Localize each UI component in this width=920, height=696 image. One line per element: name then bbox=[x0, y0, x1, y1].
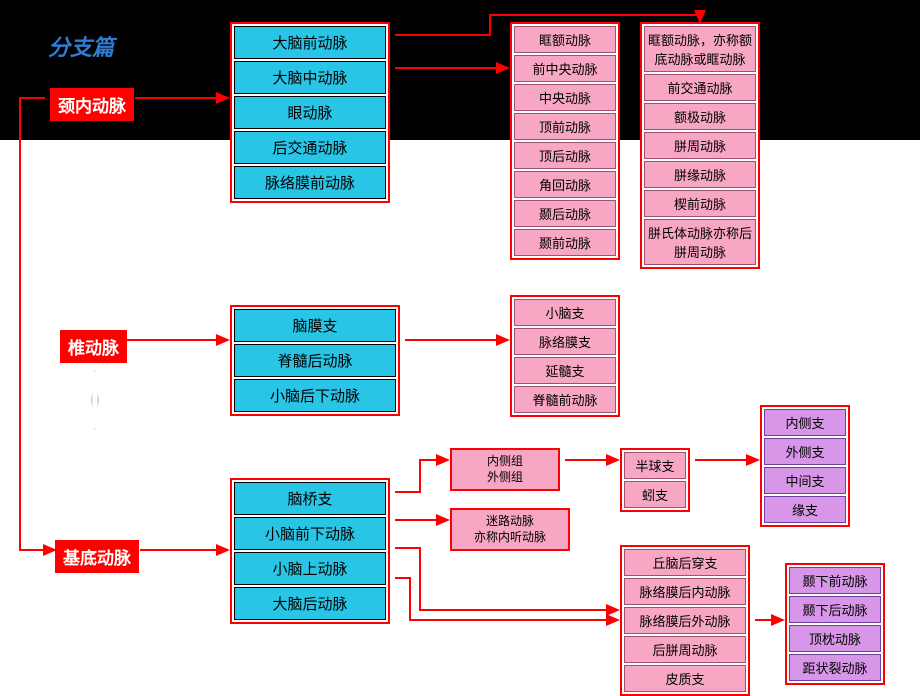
cyan-item: 脑桥支 bbox=[234, 482, 386, 515]
pink-item: 脉络膜后内动脉 bbox=[624, 578, 746, 605]
pink-item: 胼周动脉 bbox=[644, 132, 756, 159]
cyan-item: 小脑后下动脉 bbox=[234, 379, 396, 412]
purple-item: 外侧支 bbox=[764, 438, 846, 465]
pink-group-p5: 丘脑后穿支脉络膜后内动脉脉络膜后外动脉后胼周动脉皮质支 bbox=[620, 545, 750, 696]
purple-group-u1: 内侧支外侧支中间支缘支 bbox=[760, 405, 850, 527]
pink-item: 皮质支 bbox=[624, 665, 746, 692]
pink-item: 眶额动脉 bbox=[514, 26, 616, 53]
pink-item: 中央动脉 bbox=[514, 84, 616, 111]
cyan-group-c1: 大脑前动脉大脑中动脉眼动脉后交通动脉脉络膜前动脉 bbox=[230, 22, 390, 203]
pink-item: 胼氏体动脉亦称后胼周动脉 bbox=[644, 219, 756, 265]
cyan-item: 大脑中动脉 bbox=[234, 61, 386, 94]
pink-item: 前中央动脉 bbox=[514, 55, 616, 82]
cyan-item: 后交通动脉 bbox=[234, 131, 386, 164]
pink-item: 胼缘动脉 bbox=[644, 161, 756, 188]
pink-item: 角回动脉 bbox=[514, 171, 616, 198]
pink-item: 蚓支 bbox=[624, 481, 686, 508]
diagram-title: 分支篇 bbox=[48, 30, 114, 62]
pink-item: 颞后动脉 bbox=[514, 200, 616, 227]
root-r3: 基底动脉 bbox=[55, 540, 139, 573]
pink-item: 顶后动脉 bbox=[514, 142, 616, 169]
cyan-item: 小脑上动脉 bbox=[234, 552, 386, 585]
cyan-item: 脑膜支 bbox=[234, 309, 396, 342]
cyan-group-c2: 脑膜支脊髓后动脉小脑后下动脉 bbox=[230, 305, 400, 416]
root-r2: 椎动脉 bbox=[60, 330, 127, 363]
cyan-item: 脊髓后动脉 bbox=[234, 344, 396, 377]
pink-group-p2: 眶额动脉，亦称额底动脉或眶动脉前交通动脉额极动脉胼周动脉胼缘动脉楔前动脉胼氏体动… bbox=[640, 22, 760, 269]
header-black-band bbox=[0, 0, 920, 140]
pink-cell-s2: 迷路动脉亦称内听动脉 bbox=[450, 508, 570, 551]
pink-group-p1: 眶额动脉前中央动脉中央动脉顶前动脉顶后动脉角回动脉颞后动脉颞前动脉 bbox=[510, 22, 620, 260]
purple-item: 颞下后动脉 bbox=[789, 596, 881, 623]
pink-item: 丘脑后穿支 bbox=[624, 549, 746, 576]
cyan-item: 大脑后动脉 bbox=[234, 587, 386, 620]
pink-item: 半球支 bbox=[624, 452, 686, 479]
purple-item: 颞下前动脉 bbox=[789, 567, 881, 594]
cyan-item: 大脑前动脉 bbox=[234, 26, 386, 59]
purple-group-u2: 颞下前动脉颞下后动脉顶枕动脉距状裂动脉 bbox=[785, 563, 885, 685]
pink-item: 延髓支 bbox=[514, 357, 616, 384]
pink-item: 楔前动脉 bbox=[644, 190, 756, 217]
cyan-item: 眼动脉 bbox=[234, 96, 386, 129]
pink-group-p3: 小脑支脉络膜支延髓支脊髓前动脉 bbox=[510, 295, 620, 417]
purple-item: 内侧支 bbox=[764, 409, 846, 436]
pink-item: 脊髓前动脉 bbox=[514, 386, 616, 413]
pink-item: 后胼周动脉 bbox=[624, 636, 746, 663]
purple-item: 顶枕动脉 bbox=[789, 625, 881, 652]
pink-item: 额极动脉 bbox=[644, 103, 756, 130]
pink-item: 小脑支 bbox=[514, 299, 616, 326]
cyan-item: 脉络膜前动脉 bbox=[234, 166, 386, 199]
pink-item: 脉络膜支 bbox=[514, 328, 616, 355]
pink-cell-s1: 内侧组外侧组 bbox=[450, 448, 560, 491]
pink-item: 脉络膜后外动脉 bbox=[624, 607, 746, 634]
pink-item: 颞前动脉 bbox=[514, 229, 616, 256]
root-r1: 颈内动脉 bbox=[50, 88, 134, 121]
cyan-group-c3: 脑桥支小脑前下动脉小脑上动脉大脑后动脉 bbox=[230, 478, 390, 624]
connector-diamond bbox=[91, 370, 98, 430]
purple-item: 中间支 bbox=[764, 467, 846, 494]
pink-item: 顶前动脉 bbox=[514, 113, 616, 140]
purple-item: 距状裂动脉 bbox=[789, 654, 881, 681]
pink-item: 前交通动脉 bbox=[644, 74, 756, 101]
pink-item: 眶额动脉，亦称额底动脉或眶动脉 bbox=[644, 26, 756, 72]
pink-group-p4: 半球支蚓支 bbox=[620, 448, 690, 512]
purple-item: 缘支 bbox=[764, 496, 846, 523]
cyan-item: 小脑前下动脉 bbox=[234, 517, 386, 550]
